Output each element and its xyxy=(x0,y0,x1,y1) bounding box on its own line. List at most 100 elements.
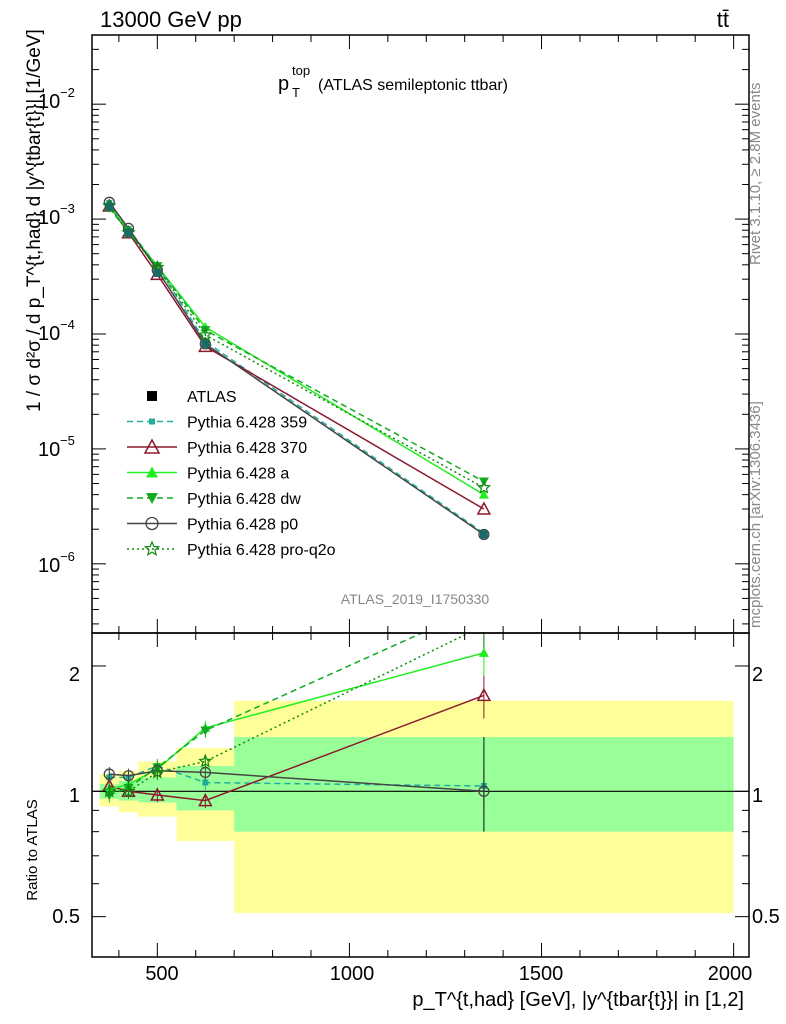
series-5-ratio-line xyxy=(109,633,471,793)
series-2-ratio-point-4 xyxy=(478,647,489,657)
series-1-ratio-point-3 xyxy=(198,793,213,807)
ratio-ytick-1: 1 xyxy=(69,785,80,807)
series-4-line xyxy=(108,201,485,536)
series-5-point-4 xyxy=(476,480,492,494)
top-panel-series xyxy=(102,196,492,541)
ytick-label-1e-6: 10 −6 xyxy=(38,549,75,577)
ytick-label-1e-5: 10 −5 xyxy=(38,433,75,461)
legend-label-3: Pythia 6.428 a xyxy=(187,466,289,483)
atlas-point-4 xyxy=(479,530,488,539)
top-ylabel: 1 / σ d²σ / d p_T^{t,had} d |y^{tbar{t}}… xyxy=(24,29,45,412)
svg-text:−2: −2 xyxy=(60,85,75,100)
legend-entry-1: Pythia 6.428 359 xyxy=(127,415,307,432)
xtick-labels: 500 1000 1500 2000 xyxy=(145,963,752,985)
ratio-ytick-2: 2 xyxy=(69,664,80,686)
rivet-version-label: Rivet 3.1.10, ≥ 2.8M events xyxy=(747,83,764,266)
legend-entry-3: Pythia 6.428 a xyxy=(127,466,289,483)
series-5-ratio-point-0 xyxy=(102,783,117,798)
atlas-point-3 xyxy=(201,339,210,348)
legend-label-4: Pythia 6.428 dw xyxy=(187,491,301,508)
series-3-point-3 xyxy=(200,326,211,336)
series-5-ratio-point-2 xyxy=(150,764,165,779)
svg-text:−4: −4 xyxy=(60,317,75,332)
xtick-1000: 1000 xyxy=(330,963,375,985)
atlas-point-1 xyxy=(124,228,133,237)
legend-entry-4: Pythia 6.428 dw xyxy=(127,491,301,508)
legend-marker-1 xyxy=(149,418,155,425)
series-5-line xyxy=(108,205,485,489)
ratio-ytick-0.5: 0.5 xyxy=(52,906,80,928)
series-0-ratio-point-3 xyxy=(202,779,209,786)
series-3-ratio-point-3 xyxy=(200,726,211,736)
legend-marker-3 xyxy=(146,466,158,478)
title-sub: T xyxy=(292,85,300,100)
legend-marker-2 xyxy=(143,438,161,454)
svg-text:10: 10 xyxy=(38,91,60,113)
legend-label-5: Pythia 6.428 p0 xyxy=(187,517,298,534)
ytick-label-1e-3: 10 −3 xyxy=(38,201,75,229)
title-rest: (ATLAS semileptonic ttbar) xyxy=(318,77,508,94)
ratio-panel-frame xyxy=(91,632,750,958)
xlabel: p_T^{t,had} [GeV], |y^{tbar{t}}| in [1,2… xyxy=(412,989,744,1011)
xtick-1500: 1500 xyxy=(519,963,564,985)
ratio-ylabel: Ratio to ATLAS xyxy=(24,799,41,900)
ratio-ytick-1-right: 1 xyxy=(752,785,763,807)
legend-marker-5 xyxy=(145,516,159,531)
svg-text:10: 10 xyxy=(38,323,60,345)
legend-label-6: Pythia 6.428 pro-q2o xyxy=(187,542,336,559)
series-5-point-3 xyxy=(198,327,213,342)
legend-entry-6: Pythia 6.428 pro-q2o xyxy=(127,540,336,559)
legend-marker-0 xyxy=(147,391,157,401)
svg-text:−6: −6 xyxy=(60,549,75,564)
series-2-point-4 xyxy=(478,489,489,499)
legend-entry-2: Pythia 6.428 370 xyxy=(127,438,307,457)
analysis-watermark: ATLAS_2019_I1750330 xyxy=(341,591,490,607)
header-energy-label: 13000 GeV pp xyxy=(100,7,242,32)
ratio-uncertainty-bands xyxy=(92,700,749,914)
ratio-ytick-0.5-right: 0.5 xyxy=(752,906,780,928)
svg-text:10: 10 xyxy=(38,439,60,461)
series-4-ratio-point-0 xyxy=(103,768,115,780)
series-4-ratio-point-1 xyxy=(122,770,135,782)
series-4-point-4 xyxy=(478,528,490,541)
series-3-point-2 xyxy=(152,262,163,272)
xtick-2000: 2000 xyxy=(708,963,753,985)
ratio-ytick-labels-right: 0.5 1 2 xyxy=(752,664,780,928)
legend-label-1: Pythia 6.428 359 xyxy=(187,415,307,432)
legend-marker-6 xyxy=(143,540,161,556)
legend-label-2: Pythia 6.428 370 xyxy=(187,440,307,457)
series-1-line xyxy=(108,205,485,510)
top-ytick-labels: 10 −6 10 −5 10 −4 10 −3 10 −2 xyxy=(38,85,75,577)
svg-text:10: 10 xyxy=(38,555,60,577)
series-4-point-3 xyxy=(199,338,211,350)
atlas-point-2 xyxy=(153,268,162,277)
ratio-ytick-labels-left: 0.5 1 2 xyxy=(52,664,80,928)
header-process-label: tt̄ xyxy=(717,7,729,32)
legend-entry-5: Pythia 6.428 p0 xyxy=(127,517,298,534)
top-panel-title: p top T (ATLAS semileptonic ttbar) xyxy=(278,63,508,100)
svg-text:10: 10 xyxy=(38,207,60,229)
legend: ATLAS Pythia 6.428 359 Pythia 6.428 370 Pyt… xyxy=(127,389,336,559)
series-5-ratio-point-1 xyxy=(121,783,136,798)
ytick-label-1e-4: 10 −4 xyxy=(38,317,75,345)
xtick-500: 500 xyxy=(145,963,178,985)
legend-entry-0: ATLAS xyxy=(147,389,237,406)
series-1-ratio-point-4 xyxy=(476,687,492,702)
ratio-panel-series xyxy=(102,633,492,832)
svg-text:−3: −3 xyxy=(60,201,75,216)
mcplots-label: mcplots.cern.ch [arXiv:1306.3436] xyxy=(747,401,764,628)
series-1-ratio-point-2 xyxy=(150,787,165,801)
title-sup: top xyxy=(292,63,310,78)
atlas-point-0 xyxy=(105,202,114,211)
ytick-label-1e-2: 10 −2 xyxy=(38,85,75,113)
axis-ticks xyxy=(92,34,749,957)
title-p: p xyxy=(278,73,289,95)
legend-label-0: ATLAS xyxy=(187,389,237,406)
svg-text:−5: −5 xyxy=(60,433,75,448)
legend-marker-4 xyxy=(146,493,158,504)
series-5-ratio-point-3 xyxy=(198,753,213,768)
series-0-line xyxy=(108,202,485,534)
ratio-ytick-2-right: 2 xyxy=(752,664,763,686)
series-1-point-4 xyxy=(476,501,492,515)
